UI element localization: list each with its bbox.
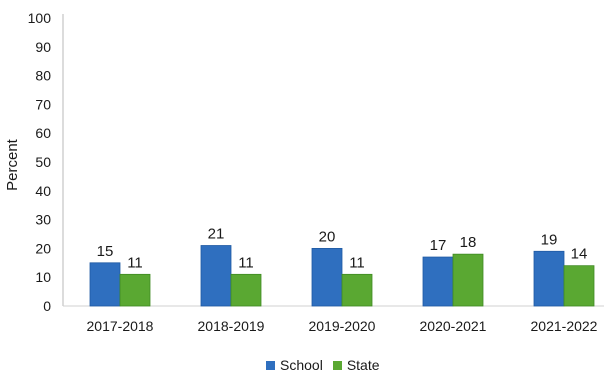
bar-state	[230, 273, 262, 307]
bar-school	[200, 245, 232, 307]
bar-school	[533, 250, 565, 307]
y-tick-label: 0	[43, 298, 51, 314]
legend: School State	[266, 357, 380, 373]
bar-state	[119, 273, 151, 307]
y-tick-label: 40	[35, 183, 51, 199]
y-tick-label: 10	[35, 269, 51, 285]
legend-label-state: State	[346, 357, 380, 373]
bars	[89, 245, 595, 307]
bar-school	[89, 262, 121, 307]
bar-state	[341, 273, 373, 307]
x-tick-label: 2017-2018	[87, 318, 154, 334]
bar-value-label: 21	[208, 226, 225, 243]
bar-value-label: 18	[460, 234, 477, 251]
legend-item-state: State	[332, 357, 380, 373]
y-tick-label: 70	[35, 96, 51, 112]
bar-school	[311, 247, 343, 307]
y-tick-label: 60	[35, 125, 51, 141]
bar-value-label: 14	[571, 246, 588, 263]
legend-swatch-school	[266, 360, 275, 370]
x-tick-label: 2020-2021	[420, 318, 487, 334]
bar-value-label: 11	[127, 254, 143, 271]
bar-value-labels: 15 11 21 11 20 11 17 18 19 14	[97, 226, 588, 272]
bar-value-label: 11	[349, 254, 365, 271]
y-tick-label: 30	[35, 212, 51, 228]
x-tick-label: 2018-2019	[198, 318, 265, 334]
bar-school	[422, 256, 454, 307]
bar-value-label: 11	[238, 254, 254, 271]
bar-state	[452, 253, 484, 307]
y-axis-label: Percent	[4, 138, 21, 191]
y-tick-label: 50	[35, 154, 51, 170]
y-tick-label: 90	[35, 39, 51, 55]
y-tick-labels: 0 10 20 30 40 50 60 70 80 90 100	[28, 10, 52, 314]
y-tick-label: 80	[35, 68, 51, 84]
bar-value-label: 17	[430, 237, 447, 254]
legend-swatch-state	[332, 360, 342, 370]
bar-state	[563, 265, 595, 307]
bar-value-label: 20	[319, 228, 336, 245]
x-tick-labels: 2017-2018 2018-2019 2019-2020 2020-2021 2021…	[87, 318, 598, 334]
x-tick-label: 2021-2022	[531, 318, 598, 334]
y-tick-label: 100	[28, 10, 52, 26]
y-tick-label: 20	[35, 240, 51, 256]
x-tick-label: 2019-2020	[309, 318, 376, 334]
legend-item-school: School	[266, 357, 323, 373]
legend-label-school: School	[280, 357, 323, 373]
bar-value-label: 19	[541, 231, 558, 248]
bar-value-label: 15	[97, 243, 114, 260]
